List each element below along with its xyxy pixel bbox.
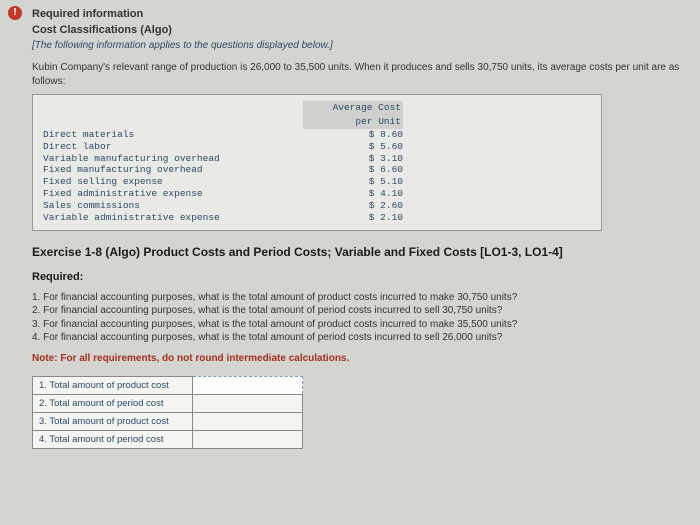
cost-row-label: Variable manufacturing overhead <box>43 153 303 165</box>
cost-row-value: $ 8.60 <box>303 129 403 141</box>
answer-row-label: 1. Total amount of product cost <box>33 376 193 394</box>
question-item: 1. For financial accounting purposes, wh… <box>32 291 684 305</box>
exercise-title: Exercise 1-8 (Algo) Product Costs and Pe… <box>32 245 684 259</box>
cost-row-label: Fixed selling expense <box>43 176 303 188</box>
cost-row-label: Sales commissions <box>43 200 303 212</box>
cost-row-label: Direct materials <box>43 129 303 141</box>
answer-row: 4. Total amount of period cost <box>33 430 303 448</box>
question-item: 2. For financial accounting purposes, wh… <box>32 304 684 318</box>
cost-row-value: $ 5.60 <box>303 141 403 153</box>
cost-header-line1: Average Cost <box>303 101 403 115</box>
answer-row: 2. Total amount of period cost <box>33 394 303 412</box>
alert-icon: ! <box>8 6 22 20</box>
answer-input-cell[interactable] <box>193 430 303 448</box>
answer-row: 3. Total amount of product cost <box>33 412 303 430</box>
content-wrapper: Required information Cost Classification… <box>32 8 684 449</box>
cost-row-label: Fixed manufacturing overhead <box>43 164 303 176</box>
required-info-heading: Required information <box>32 8 684 20</box>
intro-paragraph: Kubin Company's relevant range of produc… <box>32 61 684 88</box>
question-item: 3. For financial accounting purposes, wh… <box>32 318 684 332</box>
answer-row-label: 3. Total amount of product cost <box>33 412 193 430</box>
cost-row-value: $ 3.10 <box>303 153 403 165</box>
answer-row-label: 2. Total amount of period cost <box>33 394 193 412</box>
rounding-note: Note: For all requirements, do not round… <box>32 353 684 364</box>
answer-input-cell[interactable] <box>193 412 303 430</box>
question-item: 4. For financial accounting purposes, wh… <box>32 331 684 345</box>
cost-row-label: Direct labor <box>43 141 303 153</box>
question-list: 1. For financial accounting purposes, wh… <box>32 291 684 345</box>
answer-table: 1. Total amount of product cost2. Total … <box>32 376 303 449</box>
cost-classifications-heading: Cost Classifications (Algo) <box>32 24 684 36</box>
cost-row-value: $ 2.60 <box>303 200 403 212</box>
required-label: Required: <box>32 271 684 283</box>
cost-row-value: $ 4.10 <box>303 188 403 200</box>
cost-row-value: $ 2.10 <box>303 212 403 224</box>
cost-row-label: Fixed administrative expense <box>43 188 303 200</box>
applies-note: [The following information applies to th… <box>32 40 684 51</box>
cost-row-label: Variable administrative expense <box>43 212 303 224</box>
answer-input-cell[interactable] <box>193 394 303 412</box>
cost-row-value: $ 5.10 <box>303 176 403 188</box>
answer-row: 1. Total amount of product cost <box>33 376 303 394</box>
cost-row-value: $ 6.60 <box>303 164 403 176</box>
answer-row-label: 4. Total amount of period cost <box>33 430 193 448</box>
answer-input-cell[interactable] <box>193 376 303 394</box>
cost-header-line2: per Unit <box>303 115 403 129</box>
cost-table: Average Cost per Unit Direct materials$ … <box>32 94 602 231</box>
